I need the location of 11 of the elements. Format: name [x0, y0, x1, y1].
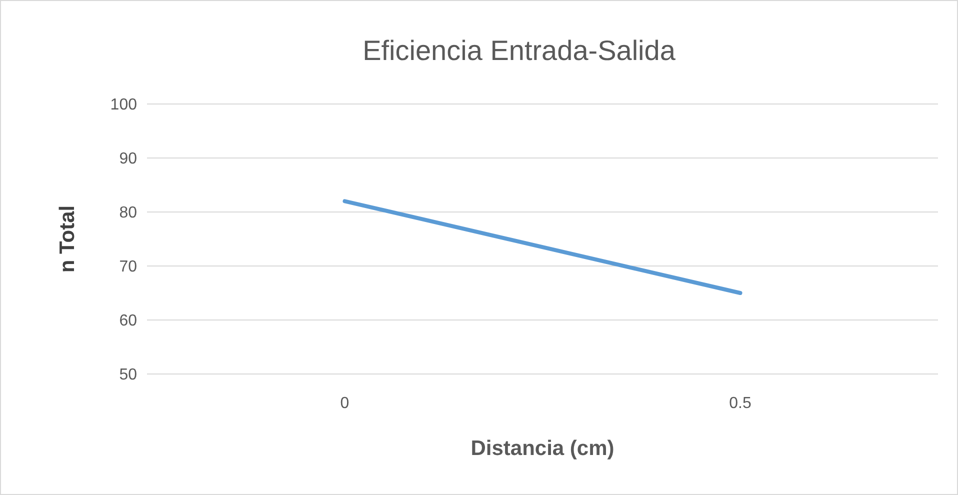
x-tick-label: 0.5: [729, 395, 752, 412]
y-tick-label: 60: [119, 312, 138, 330]
y-axis-title: n Total: [56, 205, 79, 273]
y-tick-label: 100: [110, 96, 138, 114]
y-tick-label: 80: [119, 204, 138, 222]
x-axis-title: Distancia (cm): [470, 437, 614, 460]
y-tick-label: 70: [119, 258, 138, 276]
y-tick-label: 50: [119, 366, 138, 384]
x-tick-label: 0: [340, 395, 350, 412]
chart-title: Eficiencia Entrada-Salida: [362, 35, 676, 66]
y-tick-label: 90: [119, 150, 138, 168]
